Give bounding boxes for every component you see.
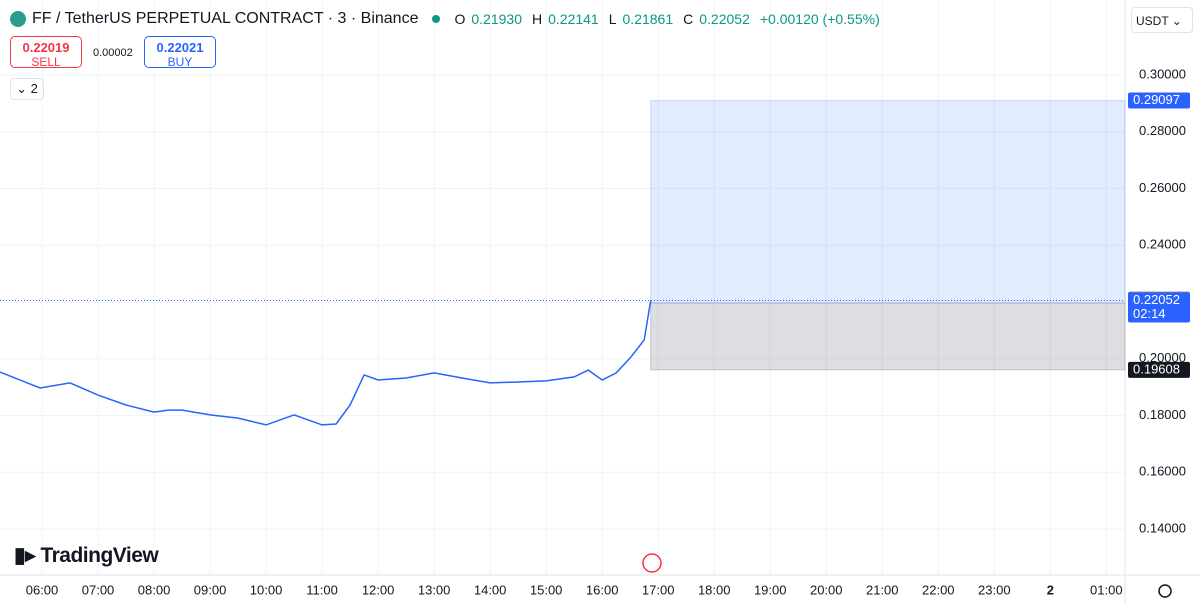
target-label-bg	[1128, 92, 1190, 109]
price-line	[0, 300, 652, 426]
ohlc-key: H	[531, 11, 543, 27]
x-tick-label: 10:00	[250, 582, 283, 597]
stop-label: 0.19608	[1133, 361, 1180, 376]
plot-bg	[0, 0, 1125, 575]
x-tick-label: 11:00	[306, 582, 338, 597]
profit-zone	[650, 100, 1126, 304]
ohlc-key: C	[683, 11, 694, 27]
ohlc-value: 0.21930	[471, 11, 522, 27]
brand-name: TradingView	[40, 544, 159, 567]
x-tick-label: 15:00	[530, 582, 563, 597]
stop-label-bg	[1128, 361, 1190, 378]
indicators-toggle[interactable]: ⌄ 2	[10, 78, 44, 100]
sell-button[interactable]: 0.22019 SELL	[10, 36, 82, 69]
buy-price: 0.22021	[156, 40, 204, 55]
countdown: 02:14	[1133, 306, 1166, 321]
sell-label: SELL	[31, 55, 61, 69]
symbol-icon	[10, 11, 26, 27]
x-tick-label: 19:00	[754, 582, 787, 597]
ohlc-key: O	[454, 11, 466, 27]
x-tick-label: 06:00	[26, 582, 59, 597]
x-tick-label: 23:00	[978, 582, 1011, 597]
currency: USDT	[1136, 14, 1169, 28]
symbol[interactable]: FF / TetherUS PERPETUAL CONTRACT · 3 · B…	[32, 10, 419, 27]
y-tick-label: 0.16000	[1139, 464, 1186, 479]
buy-button[interactable]: 0.22021 BUY	[144, 36, 216, 69]
y-tick-label: 0.26000	[1139, 180, 1186, 195]
event-icon	[642, 553, 662, 573]
header: FF / TetherUS PERPETUAL CONTRACT · 3 · B…	[10, 10, 884, 28]
x-tick-label: 22:00	[922, 582, 955, 597]
target-label: 0.29097	[1133, 92, 1180, 107]
x-tick-label: 17:00	[642, 582, 675, 597]
brand: ▮▸ TradingView	[14, 544, 159, 567]
x-tick-label: 01:00	[1090, 582, 1123, 597]
change: +0.00120 (+0.55%)	[759, 11, 880, 27]
last-price-label: 0.22052	[1133, 292, 1180, 307]
indicators-count: 2	[30, 81, 38, 96]
x-tick-label: 18:00	[698, 582, 731, 597]
ohlc-value: 0.22052	[699, 11, 750, 27]
x-tick-label: 12:00	[362, 582, 395, 597]
settings-icon	[1158, 584, 1172, 598]
status-dot	[432, 15, 441, 23]
x-tick-label: 08:00	[138, 582, 171, 597]
x-tick-label: 21:00	[866, 582, 899, 597]
sell-price: 0.22019	[22, 40, 70, 55]
x-tick-label: 14:00	[474, 582, 507, 597]
ohlc-value: 0.21861	[622, 11, 674, 27]
buy-label: BUY	[167, 55, 193, 69]
x-tick-label: 20:00	[810, 582, 843, 597]
x-tick-label: 2	[1047, 582, 1054, 597]
x-tick-label: 07:00	[82, 582, 115, 597]
ohlc-key: L	[608, 11, 617, 27]
spread: 0.00002	[93, 47, 133, 59]
x-tick-label: 09:00	[194, 582, 227, 597]
y-tick-label: 0.24000	[1139, 237, 1186, 252]
y-tick-label: 0.14000	[1139, 520, 1186, 535]
ohlc-value: 0.22141	[548, 11, 599, 27]
y-tick-label: 0.20000	[1139, 350, 1186, 365]
last-price-label-bg	[1128, 292, 1190, 323]
y-tick-label: 0.18000	[1139, 407, 1186, 422]
loss-zone	[650, 302, 1126, 371]
currency-select[interactable]: USDT ⌄	[1131, 7, 1193, 33]
y-tick-label: 0.28000	[1139, 123, 1186, 138]
y-tick-label: 0.30000	[1139, 66, 1186, 81]
x-tick-label: 13:00	[418, 582, 451, 597]
x-tick-label: 16:00	[586, 582, 619, 597]
